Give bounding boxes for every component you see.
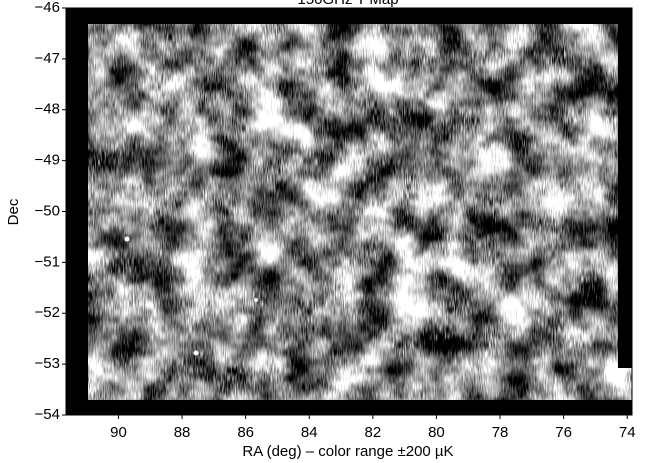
chart: 150GHz T Map RA (deg) – color range ±200… <box>0 0 648 463</box>
point-source <box>125 237 130 242</box>
x-tick-label: 84 <box>301 424 318 441</box>
y-tick-label: −48 <box>35 101 60 118</box>
map-mask <box>66 400 632 415</box>
y-tick-label: −49 <box>35 152 60 169</box>
y-tick-label: −54 <box>35 406 60 423</box>
x-tick-label: 80 <box>428 424 445 441</box>
map-image <box>88 24 632 400</box>
y-axis-label: Dec <box>5 198 22 225</box>
y-tick-label: −47 <box>35 50 60 67</box>
x-tick-label: 90 <box>110 424 127 441</box>
x-axis-label: RA (deg) – color range ±200 µK <box>242 443 453 460</box>
x-tick-label: 88 <box>174 424 191 441</box>
x-tick-label: 86 <box>237 424 254 441</box>
y-tick-label: −52 <box>35 304 60 321</box>
point-source <box>194 351 199 356</box>
y-tick-label: −50 <box>35 202 60 219</box>
y-tick-label: −51 <box>35 253 60 270</box>
x-tick-label: 74 <box>619 424 636 441</box>
chart-title: 150GHz T Map <box>297 0 398 8</box>
x-tick-label: 78 <box>492 424 509 441</box>
x-tick-label: 82 <box>365 424 382 441</box>
x-tick-label: 76 <box>555 424 572 441</box>
y-tick-label: −46 <box>35 0 60 16</box>
y-tick-label: −53 <box>35 355 60 372</box>
map-mask <box>66 8 88 415</box>
map-mask <box>618 8 632 368</box>
point-source <box>254 298 258 302</box>
